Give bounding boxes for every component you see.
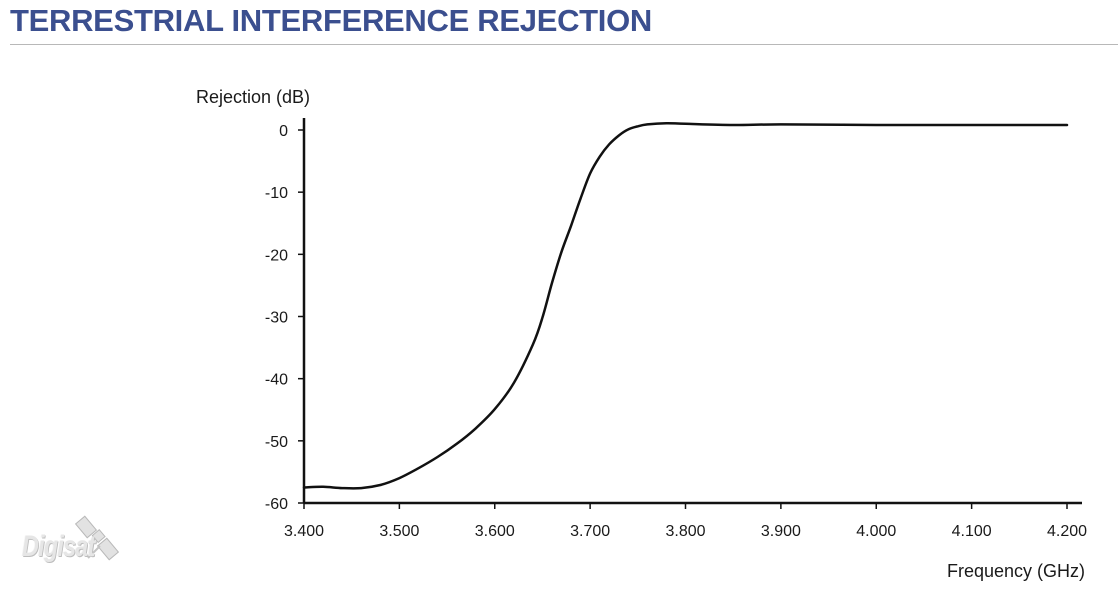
y-tick-label: -40 [265, 372, 288, 389]
y-tick-label: -60 [265, 496, 288, 513]
x-tick-label: 4.100 [952, 523, 992, 540]
x-tick-label: 4.200 [1047, 523, 1087, 540]
chart-axes [302, 118, 1082, 505]
y-tick-label: -10 [265, 185, 288, 202]
y-tick-label: 0 [279, 123, 288, 140]
y-axis-label: Rejection (dB) [196, 87, 310, 107]
x-tick-label: 4.000 [856, 523, 896, 540]
satellite-icon [74, 515, 120, 561]
x-tick-label: 3.900 [761, 523, 801, 540]
x-tick-label: 3.500 [379, 523, 419, 540]
chart-series [302, 121, 1069, 490]
title-divider [10, 44, 1118, 45]
x-tick-label: 3.700 [570, 523, 610, 540]
rejection-curve [302, 121, 1069, 490]
y-tick-label: -30 [265, 310, 288, 327]
y-tick-label: -20 [265, 247, 288, 264]
x-axis-label: Frequency (GHz) [947, 561, 1085, 581]
x-tick-label: 3.600 [475, 523, 515, 540]
chart-ticks: 0 -10 -20 -30 -40 -50 -60 3.400 3.500 3.600 3.700 3… [265, 123, 1087, 540]
y-tick-label: -50 [265, 434, 288, 451]
page-title: TERRESTRIAL INTERFERENCE REJECTION [10, 3, 653, 38]
logo: Digisat [22, 530, 95, 563]
x-tick-label: 3.400 [284, 523, 324, 540]
x-tick-label: 3.800 [665, 523, 705, 540]
